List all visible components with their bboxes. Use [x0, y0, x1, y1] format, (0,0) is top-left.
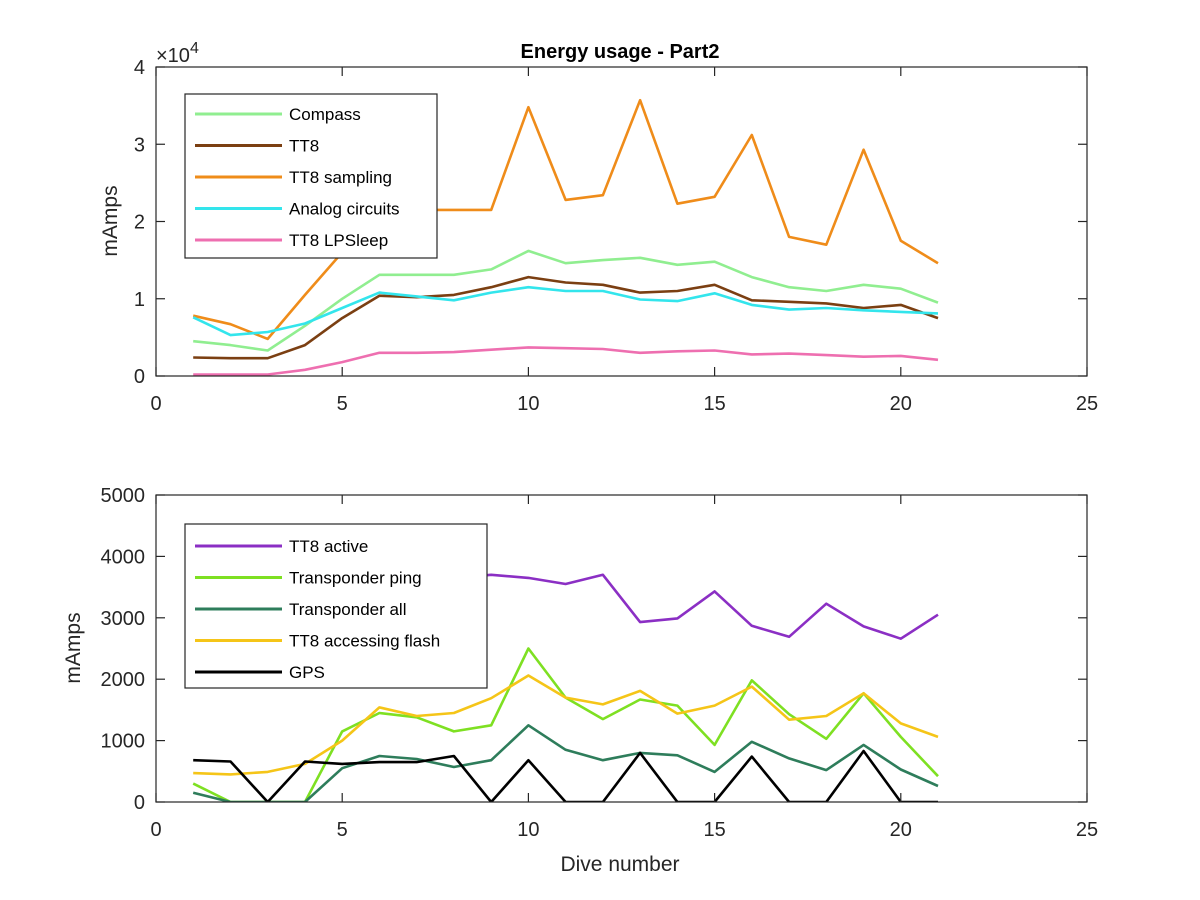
y-tick-label: 4000: [101, 546, 146, 568]
y-tick-label: 2000: [101, 669, 146, 691]
y-axis-multiplier: ×104: [156, 40, 199, 67]
series-line-analog-circuits: [192, 285, 939, 337]
y-axis-label: mAmps: [62, 612, 85, 683]
x-tick-label: 25: [1076, 819, 1098, 841]
x-axis-label: Dive number: [560, 853, 679, 876]
legend-label-transponder-ping: Transponder ping: [289, 569, 422, 588]
series-line-compass: [193, 249, 939, 352]
x-tick-label: 5: [337, 393, 348, 415]
x-tick-label: 5: [337, 819, 348, 841]
series-line-gps: [193, 749, 938, 802]
legend-label-tt8-lpsleep: TT8 LPSleep: [289, 231, 388, 250]
legend-label-gps: GPS: [289, 663, 325, 682]
x-tick-label: 20: [890, 393, 912, 415]
x-tick-label: 15: [703, 393, 725, 415]
legend: TT8 active Transponder ping Transponder al…: [184, 523, 488, 689]
series-line-tt8-lpsleep: [193, 346, 939, 376]
legend-label-transponder-all: Transponder all: [289, 600, 407, 619]
series-line-tt8: [193, 275, 939, 360]
legend-label-tt8-accessing-flash: TT8 accessing flash: [289, 632, 440, 651]
series-line-transponder-all: [192, 723, 939, 802]
y-tick-label: 3: [134, 134, 145, 156]
top-chart-panel: Energy usage - Part2 ×104 mAmps 0 5 10 15 20…: [99, 40, 1098, 415]
x-tick-label: 10: [517, 819, 539, 841]
legend-label-tt8-active: TT8 active: [289, 537, 368, 556]
x-tick-label: 10: [517, 393, 539, 415]
legend-label-tt8-sampling: TT8 sampling: [289, 168, 392, 187]
series-line-tt8-sampling: [192, 98, 939, 341]
y-tick-label: 2: [134, 212, 145, 234]
legend-label-analog-circuits: Analog circuits: [289, 200, 400, 219]
x-tick-label: 25: [1076, 393, 1098, 415]
bottom-chart-panel: mAmps Dive number 0 5 10 15 20 25 0 1000 2000 300…: [62, 485, 1098, 876]
y-tick-label: 4: [134, 57, 145, 79]
y-tick-label: 5000: [101, 485, 146, 507]
x-tick-label: 0: [150, 393, 161, 415]
y-tick-label: 0: [134, 792, 145, 814]
legend-label-tt8: TT8: [289, 137, 319, 156]
y-tick-label: 0: [134, 366, 145, 388]
axes-box: [155, 494, 1088, 803]
series-group: [192, 98, 939, 376]
y-tick-label: 3000: [101, 608, 146, 630]
chart-title: Energy usage - Part2: [521, 41, 720, 63]
x-tick-label: 20: [890, 819, 912, 841]
legend-label-compass: Compass: [289, 105, 361, 124]
y-axis-label: mAmps: [99, 185, 122, 256]
legend-box: [184, 523, 488, 689]
series-line-tt8-accessing-flash: [193, 674, 939, 776]
legend: Compass TT8 TT8 sampling Analog circuits TT8…: [184, 93, 438, 259]
x-tick-label: 15: [703, 819, 725, 841]
y-tick-label: 1: [134, 289, 145, 311]
x-tick-label: 0: [150, 819, 161, 841]
y-tick-label: 1000: [101, 731, 146, 753]
